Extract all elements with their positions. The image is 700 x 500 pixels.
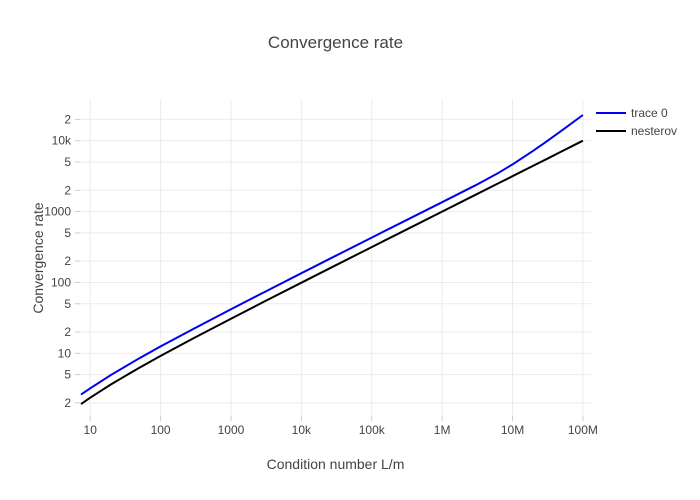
- y-tick-label: 1000: [44, 205, 71, 219]
- x-tick-label: 100k: [359, 423, 386, 437]
- legend-item-trace0[interactable]: trace 0: [596, 104, 677, 122]
- y-tick-label: 2: [64, 325, 71, 339]
- legend-label-trace0: trace 0: [631, 106, 668, 120]
- chart-title: Convergence rate: [267, 33, 404, 52]
- y-tick-label: 5: [64, 226, 71, 240]
- y-tick-label: 2: [64, 112, 71, 126]
- x-tick-label: 10: [84, 423, 98, 437]
- x-axis-title: Condition number L/m: [266, 456, 405, 472]
- x-tick-label: 1000: [218, 423, 245, 437]
- y-tick-label: 2: [64, 254, 71, 268]
- legend-line-trace0-icon: [596, 112, 626, 114]
- y-tick-label: 5: [64, 297, 71, 311]
- trace0-line: [80, 114, 584, 396]
- legend-line-nesterov-icon: [596, 130, 626, 132]
- x-tick-label: 10k: [292, 423, 312, 437]
- legend: trace 0 nesterov: [596, 104, 678, 140]
- legend-label-nesterov: nesterov: [631, 124, 678, 138]
- x-tick-label: 100M: [568, 423, 598, 437]
- y-tick-label: 5: [64, 368, 71, 382]
- legend-item-nesterov[interactable]: nesterov: [596, 122, 677, 140]
- y-tick-label: 2: [64, 183, 71, 197]
- x-tick-label: 1M: [434, 423, 451, 437]
- nesterov-line: [80, 139, 584, 405]
- x-tick-label: 100: [151, 423, 171, 437]
- y-tick-label: 10: [58, 346, 72, 360]
- y-tick-label: 5: [64, 155, 71, 169]
- x-tick-label: 10M: [501, 423, 524, 437]
- y-tick-label: 10k: [52, 134, 72, 148]
- y-tick-label: 2: [64, 396, 71, 410]
- y-tick-label: 100: [51, 275, 71, 289]
